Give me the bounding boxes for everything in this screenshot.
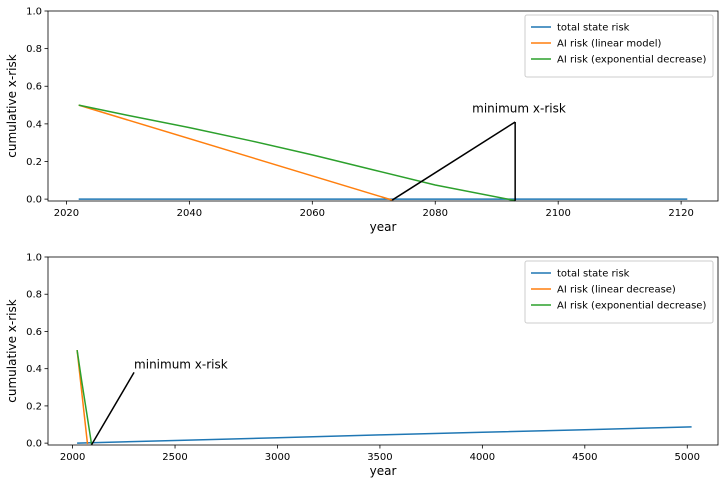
x-tick-label: 4000 bbox=[470, 452, 495, 463]
y-tick-label: 0.2 bbox=[26, 157, 42, 168]
annotation-arrow-0-0 bbox=[391, 121, 516, 201]
plot-frame bbox=[47, 256, 719, 446]
x-tick-label: 2060 bbox=[300, 208, 325, 219]
x-tick-label: 2000 bbox=[60, 452, 85, 463]
x-tick-label: 2120 bbox=[668, 208, 693, 219]
x-axis-label: year bbox=[370, 220, 397, 234]
x-tick-label: 2100 bbox=[545, 208, 570, 219]
y-tick-label: 0.8 bbox=[26, 44, 42, 55]
series-line-0 bbox=[77, 426, 692, 444]
legend-box bbox=[524, 260, 714, 324]
x-tick-label: 5000 bbox=[675, 452, 700, 463]
annotation-text: minimum x-risk bbox=[472, 102, 566, 116]
y-tick-label: 0.0 bbox=[26, 195, 42, 206]
y-tick-label: 0.2 bbox=[26, 401, 42, 412]
legend: total state risk AI risk (linear model) AI… bbox=[524, 14, 714, 78]
y-tick-label: 0.0 bbox=[26, 439, 42, 450]
y-axis-label: cumulative x-risk bbox=[5, 54, 19, 157]
x-tick-label: 4500 bbox=[572, 452, 597, 463]
legend: total state risk AI risk (linear decrease… bbox=[524, 260, 714, 324]
legend-box bbox=[524, 14, 714, 78]
series-line-1 bbox=[78, 104, 393, 201]
y-tick-label: 0.6 bbox=[26, 327, 42, 338]
x-axis-label: year bbox=[370, 464, 397, 478]
y-tick-label: 1.0 bbox=[26, 7, 42, 18]
legend-label-0: total state risk bbox=[557, 23, 630, 34]
legend-label-1: AI risk (linear model) bbox=[557, 39, 662, 50]
chart-top: minimum x-risk 2020 2040 2060 2080 2100 2120 0.… bbox=[5, 7, 719, 234]
x-tick-label: 2080 bbox=[423, 208, 448, 219]
series-line-2 bbox=[78, 104, 516, 202]
legend-label-2: AI risk (exponential decrease) bbox=[557, 55, 706, 66]
legend-label-1: AI risk (linear decrease) bbox=[557, 285, 676, 296]
y-tick-label: 1.0 bbox=[26, 253, 42, 264]
x-tick-label: 2500 bbox=[162, 452, 187, 463]
x-tick-label: 2040 bbox=[177, 208, 202, 219]
plot-frame bbox=[47, 10, 719, 202]
y-tick-label: 0.8 bbox=[26, 290, 42, 301]
annotation-text: minimum x-risk bbox=[134, 358, 228, 372]
annotation-arrow-0-0 bbox=[90, 372, 135, 446]
series-line-2 bbox=[76, 349, 93, 445]
x-tick-label: 3500 bbox=[367, 452, 392, 463]
y-tick-label: 0.4 bbox=[26, 364, 42, 375]
legend-label-0: total state risk bbox=[557, 269, 630, 280]
x-tick-label: 2020 bbox=[54, 208, 79, 219]
y-axis-label: cumulative x-risk bbox=[5, 299, 19, 402]
x-tick-label: 3000 bbox=[265, 452, 290, 463]
y-tick-label: 0.6 bbox=[26, 82, 42, 93]
legend-label-2: AI risk (exponential decrease) bbox=[557, 301, 706, 312]
chart-bottom: minimum x-risk 2000 2500 3000 3500 4000 4500 50… bbox=[5, 253, 719, 478]
y-tick-label: 0.4 bbox=[26, 119, 42, 130]
